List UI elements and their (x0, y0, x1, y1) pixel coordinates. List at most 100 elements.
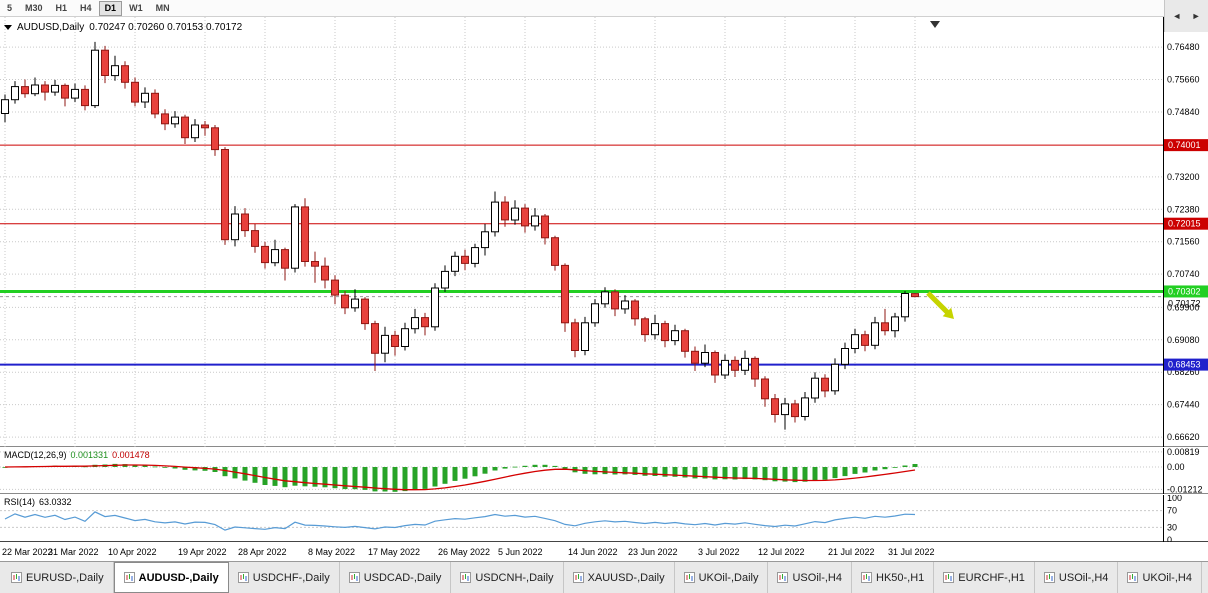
symbol-tab-USDCNH-,Daily[interactable]: USDCNH-,Daily (451, 562, 564, 593)
price-badge (1164, 139, 1208, 152)
chart-tab-icon (683, 572, 695, 583)
chart-tab-icon (237, 572, 249, 583)
time-axis-label: 23 Jun 2022 (628, 547, 678, 557)
time-axis-label: 17 May 2022 (368, 547, 421, 557)
chart-shift-marker[interactable] (930, 21, 940, 28)
chart-tab-icon (460, 572, 472, 583)
candles-layer (1, 41, 919, 430)
time-axis-label: 28 Apr 2022 (238, 547, 287, 557)
symbol-tab-UKOil-,H4[interactable]: UKOil-,H4 (1118, 562, 1202, 593)
macd-signal-line (4, 464, 916, 491)
rsi-axis-label: 30 (1167, 522, 1177, 532)
symbol-tab-HK50-,H1[interactable]: HK50-,H1 (852, 562, 935, 593)
time-axis-label: 31 Mar 2022 (48, 547, 99, 557)
rsi-axis-label: 100 (1167, 495, 1182, 503)
symbol-tab-label: HK50-,H1 (876, 571, 925, 584)
time-axis-label: 3 Jul 2022 (698, 547, 740, 557)
chart-tab-icon (943, 572, 955, 583)
symbol-tab-label: EURCHF-,H1 (958, 571, 1025, 584)
timeframe-button-H4[interactable]: H4 (80, 2, 92, 13)
macd-histogram (2, 463, 918, 492)
timeframe-button-D1[interactable]: D1 (98, 0, 123, 16)
timeframe-button-H1[interactable]: H1 (55, 2, 68, 13)
time-axis-label: 5 Jun 2022 (498, 547, 543, 557)
price-chart-canvas[interactable]: 0.76480 0.75660 0.74840 0.73200 0.72380 0.715… (0, 17, 1208, 447)
macd-axis-label: 0.00 (1167, 462, 1185, 472)
price-axis[interactable] (1164, 17, 1208, 447)
price-badge-label: 0.68453 (1168, 360, 1201, 370)
symbol-tab-label: UKOil-,Daily (698, 571, 759, 584)
symbol-tab-USDCHF-,Daily[interactable]: USDCHF-,Daily (229, 562, 340, 593)
chart-tab-icon (348, 572, 360, 583)
time-axis-label: 12 Jul 2022 (758, 547, 805, 557)
current-price-axis-label: 0.70172 (1168, 299, 1201, 309)
price-badge-label: 0.72015 (1168, 219, 1201, 229)
macd-canvas[interactable]: 0.00819 0.00 -0.01212 (0, 448, 1208, 494)
time-axis-label: 10 Apr 2022 (108, 547, 157, 557)
symbol-tab-EURCHF-,H1[interactable]: EURCHF-,H1 (934, 562, 1035, 593)
price-axis-label: 0.75660 (1167, 75, 1200, 85)
chart-tab-icon (861, 572, 872, 583)
rsi-indicator-pane[interactable]: 100 70 30 0 RSI(14) 63.0332 (0, 495, 1208, 542)
symbol-tab-label: USDCHF-,Daily (252, 571, 330, 584)
price-axis-label: 0.69900 (1167, 302, 1200, 312)
time-axis-label: 22 Mar 2022 (2, 547, 53, 557)
time-axis-label: 26 May 2022 (438, 547, 491, 557)
timeframe-button-MN[interactable]: MN (155, 2, 170, 13)
price-chart-pane[interactable]: 0.76480 0.75660 0.74840 0.73200 0.72380 0.715… (0, 17, 1208, 447)
timeframe-button-5[interactable]: 5 (7, 2, 13, 13)
tabs-scroll-left-button[interactable]: ◄ (1172, 11, 1182, 21)
chart-tabs-bar: EURUSD-,Daily AUDUSD-,Daily USDCHF-,Daily U… (0, 561, 1208, 593)
symbol-tab-AUDUSD-,Daily[interactable]: AUDUSD-,Daily (113, 562, 229, 593)
timeframe-button-W1[interactable]: W1 (129, 2, 143, 13)
grid-layer (0, 17, 1163, 447)
macd-axis-label: -0.01212 (1167, 484, 1203, 494)
chart-tab-icon (572, 572, 584, 583)
time-axis-label: 31 Jul 2022 (888, 547, 935, 557)
symbol-tab-label: USOil-,H4 (792, 571, 842, 584)
time-axis-label: 14 Jun 2022 (568, 547, 618, 557)
timeframe-button-M30[interactable]: M30 (25, 2, 43, 13)
price-axis-label: 0.67440 (1167, 400, 1200, 410)
time-axis-label: 21 Jul 2022 (828, 547, 875, 557)
time-axis[interactable]: 22 Mar 2022 31 Mar 2022 10 Apr 2022 19 Apr … (0, 543, 1208, 561)
symbol-tab-USOil-,H4[interactable]: USOil-,H4 (1035, 562, 1119, 593)
price-axis-label: 0.73200 (1167, 172, 1200, 182)
price-axis-label: 0.72380 (1167, 204, 1200, 214)
arrow-annotation[interactable] (926, 291, 954, 319)
macd-indicator-pane[interactable]: 0.00819 0.00 -0.01212 MACD(12,26,9) 0.00133… (0, 448, 1208, 494)
symbol-tab-EURUSD-,Daily[interactable]: EURUSD-,Daily (2, 562, 114, 593)
rsi-axis-label: 0 (1167, 535, 1172, 542)
symbol-tab-label: AUDUSD-,Daily (138, 571, 219, 584)
symbol-tab-USOil-,H4[interactable]: USOil-,H4 (768, 562, 852, 593)
price-badge (1164, 358, 1208, 371)
symbol-tab-label: UKOil-,H4 (1142, 571, 1192, 584)
chart-tab-icon (11, 572, 22, 583)
price-axis-label: 0.70740 (1167, 269, 1200, 279)
price-axis-label: 0.68260 (1167, 367, 1200, 377)
timeframe-toolbar: 5 M30 H1 H4 D1 W1 MN (0, 0, 1208, 17)
price-badge-label: 0.70302 (1168, 286, 1201, 296)
time-axis-label: 8 May 2022 (308, 547, 356, 557)
symbol-tab-label: USOil-,H4 (1058, 571, 1109, 584)
price-axis-label: 0.76480 (1167, 42, 1200, 52)
price-axis-label: 0.69080 (1167, 335, 1200, 345)
rsi-canvas[interactable]: 100 70 30 0 (0, 495, 1208, 542)
symbol-tab-UKOil-,Daily[interactable]: UKOil-,Daily (675, 562, 769, 593)
price-axis-label: 0.71560 (1167, 237, 1200, 247)
price-badge (1164, 285, 1208, 298)
symbol-tab-label: USDCNH-,Daily (475, 571, 554, 584)
chart-tab-icon (1043, 572, 1055, 583)
price-badge-label: 0.74001 (1168, 140, 1201, 150)
tabs-scroll-controls: ◄ ► (1164, 0, 1208, 32)
symbol-tab-USDCAD-,Daily[interactable]: USDCAD-,Daily (340, 562, 452, 593)
symbol-tab-label: USDCAD-,Daily (363, 571, 442, 584)
symbol-tab-label: XAUUSD-,Daily (587, 571, 665, 584)
rsi-line (4, 511, 916, 531)
symbol-tab-XAUUSD-,Daily[interactable]: XAUUSD-,Daily (564, 562, 675, 593)
macd-axis-label: 0.00819 (1167, 448, 1200, 457)
chart-tab-icon (1127, 572, 1139, 583)
tabs-scroll-right-button[interactable]: ► (1191, 11, 1201, 21)
price-badge (1164, 217, 1208, 230)
